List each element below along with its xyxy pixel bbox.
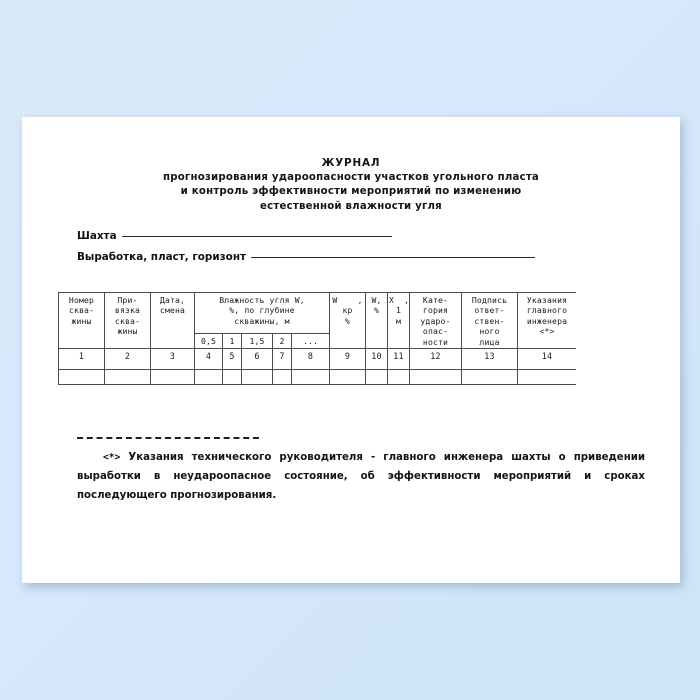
column-number-4: 4 bbox=[194, 348, 223, 371]
header-cell-category: Кате- гория ударо- опас- ности bbox=[409, 292, 462, 350]
column-number-8: 8 bbox=[291, 348, 330, 371]
working-label: Выработка, пласт, горизонт bbox=[77, 251, 247, 263]
header-cell-w-percent: W, % bbox=[365, 292, 388, 350]
data-cell[interactable] bbox=[461, 369, 518, 386]
data-cell[interactable] bbox=[329, 369, 366, 386]
data-cell[interactable] bbox=[272, 369, 292, 386]
page-subtitle-line-1: прогнозирования удароопасности участков … bbox=[162, 172, 540, 184]
footnote-text: <*> Указания технического руководителя -… bbox=[77, 448, 645, 505]
header-cell-instructions: Указания главного инженера <*> bbox=[517, 292, 576, 350]
column-number-2: 2 bbox=[104, 348, 151, 371]
data-cell[interactable] bbox=[194, 369, 223, 386]
data-cell[interactable] bbox=[104, 369, 151, 386]
form-fields: Шахта Выработка, пласт, горизонт bbox=[77, 230, 667, 272]
table-header-row-main: Номер сква- жины При- вязка сква- жины Д… bbox=[58, 292, 576, 350]
header-cell-x1m: X , 1 м bbox=[387, 292, 410, 350]
data-cell[interactable] bbox=[241, 369, 273, 386]
column-number-1: 1 bbox=[58, 348, 105, 371]
column-number-11: 11 bbox=[387, 348, 410, 371]
working-input[interactable] bbox=[251, 257, 536, 258]
page-title: ЖУРНАЛ bbox=[321, 157, 381, 169]
header-cell-depth-3: 2 bbox=[272, 332, 292, 350]
column-number-3: 3 bbox=[150, 348, 195, 371]
data-cell[interactable] bbox=[517, 369, 576, 386]
column-number-9: 9 bbox=[329, 348, 366, 371]
shaft-field-row: Шахта bbox=[77, 230, 667, 251]
footnote-block: <*> Указания технического руководителя -… bbox=[77, 437, 645, 505]
header-cell-depth-4: ... bbox=[291, 332, 330, 350]
header-cell-depth-0: 0,5 bbox=[194, 332, 223, 350]
header-cell-well-number: Номер сква- жины bbox=[58, 292, 105, 350]
column-number-13: 13 bbox=[461, 348, 518, 371]
header-cell-well-tie: При- вязка сква- жины bbox=[104, 292, 151, 350]
page-subtitle-line-2: и контроль эффективности мероприятий по … bbox=[180, 186, 522, 198]
column-number-5: 5 bbox=[222, 348, 242, 371]
data-cell[interactable] bbox=[387, 369, 410, 386]
table-column-number-row: 1 2 3 4 5 6 7 8 9 10 11 12 13 14 bbox=[58, 348, 576, 371]
column-number-14: 14 bbox=[517, 348, 576, 371]
column-number-7: 7 bbox=[272, 348, 292, 371]
journal-table: Номер сква- жины При- вязка сква- жины Д… bbox=[58, 292, 577, 386]
footnote-marker: <*> bbox=[103, 452, 121, 463]
column-number-6: 6 bbox=[241, 348, 273, 371]
column-number-10: 10 bbox=[365, 348, 388, 371]
shaft-input[interactable] bbox=[121, 236, 392, 237]
header-cell-signature: Подпись ответ- ствен- ного лица bbox=[461, 292, 518, 350]
page-subtitle-line-3: естественной влажности угля bbox=[260, 200, 442, 212]
header-cell-date-shift: Дата, смена bbox=[150, 292, 195, 350]
data-cell[interactable] bbox=[222, 369, 242, 386]
footnote-separator bbox=[77, 437, 259, 439]
column-number-12: 12 bbox=[409, 348, 462, 371]
table-row[interactable] bbox=[58, 369, 576, 386]
shaft-label: Шахта bbox=[77, 230, 117, 242]
working-field-row: Выработка, пласт, горизонт bbox=[77, 251, 667, 272]
header-cell-w-kr: W , кр % bbox=[329, 292, 366, 350]
data-cell[interactable] bbox=[58, 369, 105, 386]
header-cell-depth-2: 1,5 bbox=[241, 332, 273, 350]
journal-table-container: Номер сква- жины При- вязка сква- жины Д… bbox=[58, 292, 576, 408]
data-cell[interactable] bbox=[291, 369, 330, 386]
data-cell[interactable] bbox=[365, 369, 388, 386]
table-header-row-depths: 0,5 1 1,5 2 ... bbox=[59, 332, 577, 350]
footnote-body: Указания технического руководителя - гла… bbox=[77, 452, 646, 501]
header-cell-depth-1: 1 bbox=[222, 332, 242, 350]
document-title-block: ЖУРНАЛ прогнозирования удароопасности уч… bbox=[22, 156, 680, 214]
header-cell-moisture-group: Влажность угля W, %, по глубине скважины… bbox=[194, 292, 330, 334]
data-cell[interactable] bbox=[409, 369, 462, 386]
data-cell[interactable] bbox=[150, 369, 195, 386]
document-page: ЖУРНАЛ прогнозирования удароопасности уч… bbox=[22, 117, 680, 583]
